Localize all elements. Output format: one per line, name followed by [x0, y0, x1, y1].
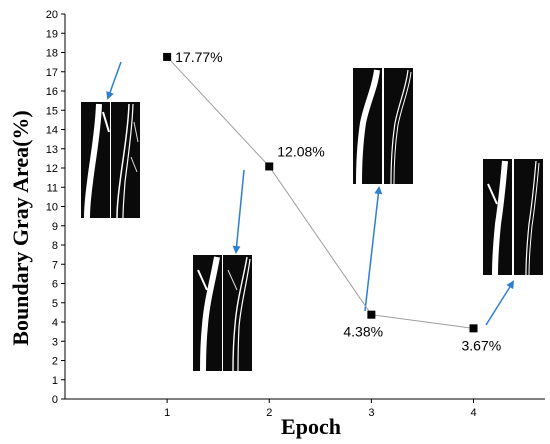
y-tick-label: 20 — [46, 9, 58, 21]
data-series — [163, 52, 478, 333]
inset-image-epoch-1 — [81, 102, 140, 219]
annotation-arrow-epoch-1 — [106, 61, 122, 100]
y-tick-label: 0 — [52, 394, 58, 406]
y-tick-label: 14 — [46, 125, 58, 137]
y-tick-label: 9 — [52, 221, 58, 233]
x-tick-label: 4 — [470, 407, 476, 419]
y-tick-label: 4 — [52, 317, 58, 329]
y-tick-label: 5 — [52, 298, 58, 310]
annotation-arrows — [106, 61, 515, 326]
data-point-marker — [265, 162, 274, 171]
data-point-marker — [163, 52, 172, 61]
series-line — [166, 56, 474, 329]
data-label: 17.77% — [175, 49, 222, 65]
y-tick-label: 15 — [46, 105, 58, 117]
inset-image-epoch-4 — [483, 159, 543, 276]
y-tick-label: 19 — [46, 28, 58, 40]
annotation-arrow-epoch-4 — [485, 280, 515, 326]
inset-image-epoch-2 — [193, 255, 252, 372]
x-axis-title: Epoch — [281, 414, 341, 439]
inset-images — [81, 68, 543, 372]
y-tick-label: 16 — [46, 86, 58, 98]
y-tick-label: 13 — [46, 144, 58, 156]
y-tick-label: 2 — [52, 356, 58, 368]
y-tick-label: 10 — [46, 202, 58, 214]
inset-image-epoch-3 — [353, 68, 413, 185]
x-tick-label: 2 — [266, 407, 272, 419]
y-tick-label: 1 — [52, 375, 58, 387]
data-label: 3.67% — [462, 337, 502, 353]
data-label: 4.38% — [343, 324, 383, 340]
y-tick-label: 7 — [52, 259, 58, 271]
annotation-arrow-epoch-2 — [232, 169, 245, 254]
data-label: 12.08% — [277, 143, 324, 159]
x-tick-label: 3 — [368, 407, 374, 419]
y-axis-title: Boundary Gray Area(%) — [8, 110, 33, 345]
y-tick-label: 17 — [46, 67, 58, 79]
y-tick-label: 18 — [46, 48, 58, 60]
x-tick-label: 1 — [164, 407, 170, 419]
y-tick-label: 6 — [52, 279, 58, 291]
y-tick-label: 8 — [52, 240, 58, 252]
data-point-marker — [469, 324, 478, 333]
y-tick-label: 3 — [52, 336, 58, 348]
annotation-arrow-epoch-3 — [364, 186, 383, 312]
data-point-marker — [367, 310, 376, 319]
y-tick-label: 11 — [47, 182, 58, 194]
data-labels: 17.77% 12.08% 4.38% 3.67% — [175, 49, 501, 353]
x-axis-ticks: 1 2 3 4 — [164, 399, 477, 419]
y-tick-label: 12 — [46, 163, 58, 175]
